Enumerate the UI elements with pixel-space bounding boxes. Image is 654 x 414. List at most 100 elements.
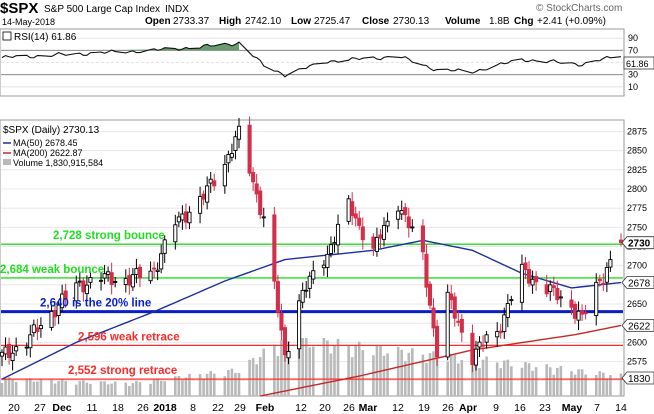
candle-body (332, 242, 337, 245)
volume-bar (577, 369, 580, 396)
candle-body (304, 289, 309, 292)
candle-body (346, 198, 351, 222)
volume-bar (64, 380, 67, 396)
volume-bar (152, 379, 156, 396)
value-tag-text: 1830 (628, 374, 651, 385)
candle-body (106, 271, 111, 275)
volume-bar (449, 353, 453, 396)
open-label: Open (145, 16, 171, 27)
candle-body (63, 290, 68, 299)
volume-bar (619, 373, 623, 396)
price-axis: 2875285028252800277527502725270026752650… (627, 127, 647, 386)
low-label: Low (291, 16, 311, 27)
candle-body (233, 136, 238, 151)
volume-bar (336, 338, 340, 396)
candle-body (608, 259, 613, 268)
volume-bar (273, 344, 276, 396)
volume-bar (311, 346, 315, 396)
volume-bar (287, 341, 290, 396)
volume-bar (531, 370, 534, 396)
candle-body (286, 350, 291, 359)
volume-bar (478, 367, 481, 396)
volume-bar (184, 377, 188, 396)
close-value: 2730.13 (393, 16, 430, 27)
volume-bar (602, 372, 605, 396)
candle-body (311, 270, 316, 280)
candle-body (159, 253, 164, 270)
candle-body (56, 304, 61, 317)
volume-bar (609, 375, 612, 396)
volume-bar (50, 379, 53, 396)
volume-bar (407, 352, 411, 396)
x-tick-label: Apr (459, 402, 477, 414)
open-value: 2733.37 (173, 16, 210, 27)
value-tag-box (621, 319, 654, 332)
volume-bar (474, 358, 478, 396)
price-tick-label: 2875 (627, 127, 647, 137)
volume-label: Volume (445, 16, 481, 27)
candle-body (282, 327, 288, 356)
volume-bar (106, 384, 110, 396)
candle-body (456, 320, 461, 323)
candle-body (102, 273, 107, 279)
high-value: 2742.10 (245, 16, 282, 27)
price-tick-label: 2600 (627, 337, 647, 347)
volume-bar (301, 338, 304, 396)
volume-bar (326, 340, 329, 396)
price-tick-label: 2750 (627, 222, 647, 232)
volume-bar (506, 359, 510, 396)
candle-body (604, 267, 609, 283)
legend-ma200: MA(200) 2622.87 (13, 148, 83, 158)
volume-bar (223, 376, 227, 396)
candlesticks (0, 116, 624, 373)
volume-bar (234, 372, 237, 396)
volume-bar (534, 367, 538, 396)
candle-body (424, 253, 429, 288)
volume-bar (248, 359, 251, 396)
candle-body (576, 310, 581, 321)
rsi-tick-label: 90 (628, 33, 638, 43)
candle-body (14, 346, 19, 352)
candle-body (31, 324, 36, 334)
volume-bar (432, 351, 435, 396)
candle-body (526, 269, 532, 284)
candle-body (275, 281, 280, 313)
candle-body (530, 278, 535, 286)
candle-body (183, 211, 188, 223)
candle-body (406, 216, 411, 229)
volume-bar (99, 381, 103, 396)
candle-body (251, 172, 256, 183)
candle-body (60, 293, 65, 309)
volume-bar (205, 373, 209, 396)
volume-bar (78, 381, 82, 396)
candle-body (261, 216, 266, 219)
volume-bar (283, 338, 287, 396)
candle-body (399, 210, 404, 215)
candle-body (173, 224, 178, 243)
x-tick-label: 11 (87, 402, 98, 414)
volume-bar (138, 382, 142, 396)
rsi-value-tag (623, 56, 654, 70)
volume-bar (113, 381, 117, 396)
rsi-tick-label: 30 (628, 70, 638, 80)
candle-body (35, 327, 40, 332)
volume-bar (276, 356, 280, 396)
candle-body (523, 262, 528, 271)
volume-bar (375, 345, 379, 396)
candle-body (187, 211, 192, 224)
rsi-tick-label: 70 (628, 45, 638, 55)
candle-body (484, 334, 489, 343)
volume-bar (39, 378, 43, 396)
volume-bar (103, 381, 106, 396)
candle-body (534, 276, 539, 283)
rsi-legend: RSI(14) 61.86 (14, 32, 77, 43)
volume-bar (156, 378, 159, 396)
value-tags: 2730 2678 2622 1830 (621, 236, 654, 385)
x-tick-label: Feb (256, 402, 275, 414)
volume-bar (135, 381, 138, 396)
x-tick-label: 18 (112, 402, 124, 414)
x-tick-label: 23 (539, 402, 551, 414)
volume-bar (89, 383, 92, 396)
volume-bar (237, 372, 241, 396)
